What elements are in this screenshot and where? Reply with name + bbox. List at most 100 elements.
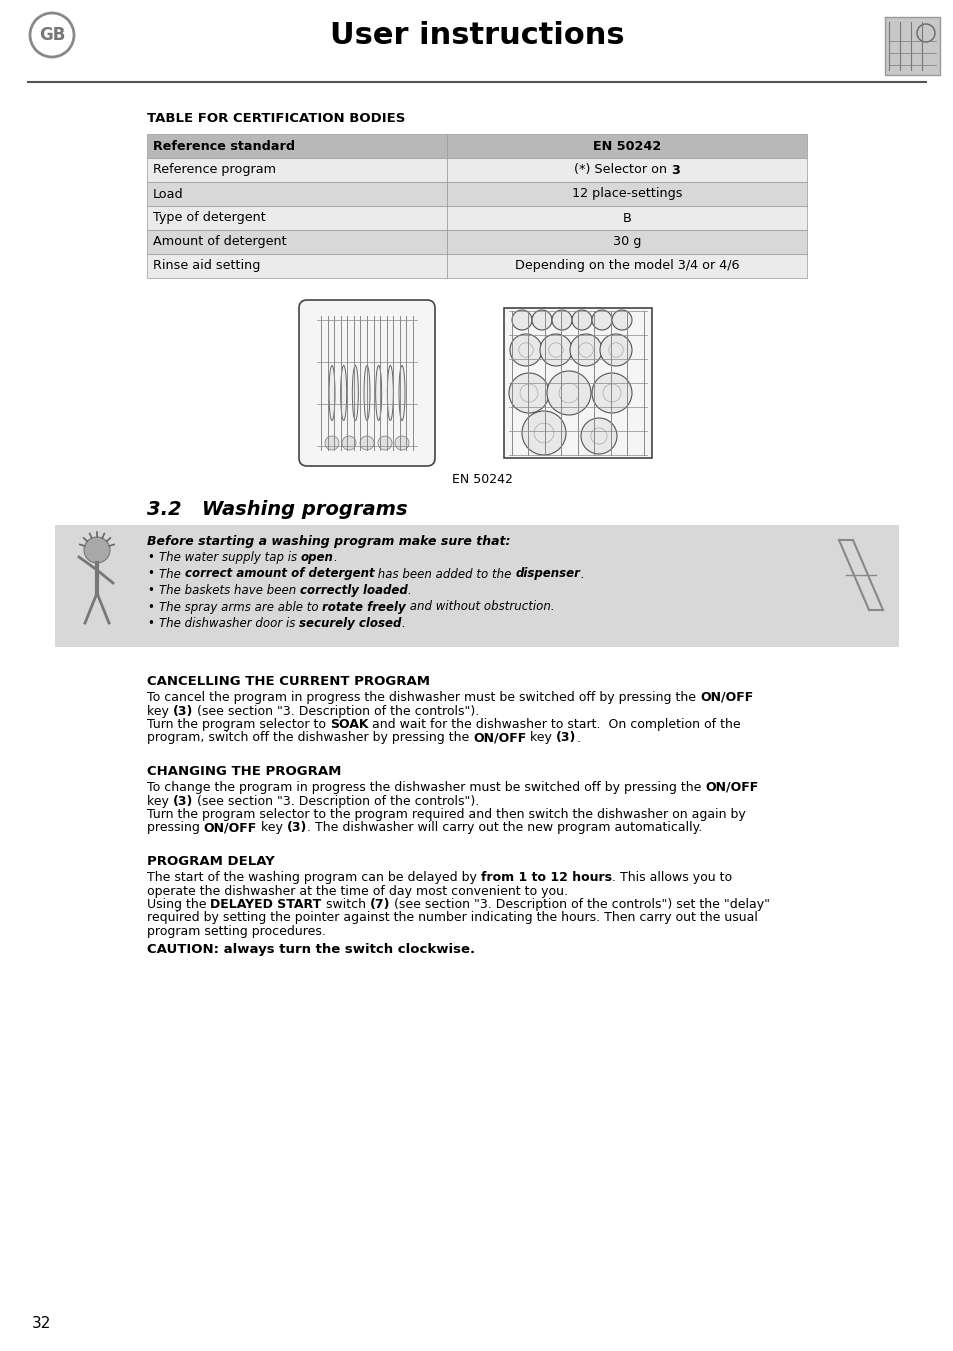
Text: TABLE FOR CERTIFICATION BODIES: TABLE FOR CERTIFICATION BODIES: [147, 112, 405, 126]
Text: Using the: Using the: [147, 898, 211, 911]
Text: GB: GB: [39, 26, 65, 45]
Circle shape: [341, 436, 355, 450]
Text: •: •: [147, 567, 153, 581]
Ellipse shape: [329, 366, 335, 420]
FancyBboxPatch shape: [147, 254, 447, 278]
FancyBboxPatch shape: [447, 230, 806, 254]
Circle shape: [592, 309, 612, 330]
Text: •: •: [147, 617, 153, 630]
Circle shape: [572, 309, 592, 330]
Circle shape: [359, 436, 374, 450]
FancyBboxPatch shape: [447, 158, 806, 182]
Text: required by setting the pointer against the number indicating the hours. Then ca: required by setting the pointer against …: [147, 912, 757, 924]
Text: (3): (3): [172, 794, 193, 808]
Text: •: •: [147, 600, 153, 613]
Text: EN 50242: EN 50242: [593, 139, 660, 153]
Circle shape: [580, 417, 617, 454]
Ellipse shape: [364, 366, 370, 420]
Text: Before starting a washing program make sure that:: Before starting a washing program make s…: [147, 535, 510, 549]
FancyBboxPatch shape: [147, 230, 447, 254]
Text: and wait for the dishwasher to start.  On completion of the: and wait for the dishwasher to start. On…: [368, 717, 740, 731]
Text: key: key: [147, 794, 172, 808]
Circle shape: [539, 334, 572, 366]
FancyBboxPatch shape: [447, 205, 806, 230]
Text: Amount of detergent: Amount of detergent: [152, 235, 286, 249]
Text: To cancel the program in progress the dishwasher must be switched off by pressin: To cancel the program in progress the di…: [147, 690, 700, 704]
Text: Reference standard: Reference standard: [152, 139, 294, 153]
Text: (*) Selector on: (*) Selector on: [574, 163, 671, 177]
Circle shape: [521, 411, 565, 455]
Circle shape: [569, 334, 601, 366]
Text: .: .: [401, 617, 405, 630]
Circle shape: [532, 309, 552, 330]
Text: .: .: [407, 584, 411, 597]
Text: switch: switch: [321, 898, 370, 911]
Text: 30 g: 30 g: [613, 235, 640, 249]
Text: Reference program: Reference program: [152, 163, 275, 177]
Circle shape: [84, 536, 110, 563]
Text: 3: 3: [671, 163, 679, 177]
Text: ON/OFF: ON/OFF: [704, 781, 758, 794]
FancyBboxPatch shape: [447, 134, 806, 158]
Text: and without obstruction.: and without obstruction.: [406, 600, 554, 613]
Text: Depending on the model 3/4 or 4/6: Depending on the model 3/4 or 4/6: [515, 259, 739, 273]
Text: Type of detergent: Type of detergent: [152, 212, 266, 224]
Text: correctly loaded: correctly loaded: [299, 584, 407, 597]
Ellipse shape: [387, 366, 393, 420]
FancyBboxPatch shape: [147, 182, 447, 205]
Ellipse shape: [340, 366, 346, 420]
Text: The baskets have been: The baskets have been: [159, 584, 299, 597]
FancyBboxPatch shape: [503, 308, 651, 458]
FancyBboxPatch shape: [884, 18, 939, 76]
FancyBboxPatch shape: [147, 134, 447, 158]
Text: 3.2   Washing programs: 3.2 Washing programs: [147, 500, 407, 519]
Text: The: The: [159, 567, 185, 581]
Text: from 1 to 12 hours: from 1 to 12 hours: [480, 871, 611, 884]
Text: CHANGING THE PROGRAM: CHANGING THE PROGRAM: [147, 765, 341, 778]
Text: (3): (3): [172, 704, 193, 717]
Text: (see section "3. Description of the controls").: (see section "3. Description of the cont…: [193, 794, 479, 808]
Text: key: key: [147, 704, 172, 717]
Text: User instructions: User instructions: [330, 20, 623, 50]
Circle shape: [612, 309, 631, 330]
Circle shape: [552, 309, 572, 330]
Text: (3): (3): [556, 731, 577, 744]
Circle shape: [510, 334, 541, 366]
Circle shape: [325, 436, 338, 450]
Text: (7): (7): [370, 898, 390, 911]
Circle shape: [599, 334, 631, 366]
Text: key: key: [526, 731, 556, 744]
Text: ON/OFF: ON/OFF: [204, 821, 257, 835]
Text: (see section "3. Description of the controls").: (see section "3. Description of the cont…: [193, 704, 479, 717]
Text: (3): (3): [287, 821, 307, 835]
Text: CAUTION: always turn the switch clockwise.: CAUTION: always turn the switch clockwis…: [147, 943, 475, 957]
Text: . This allows you to: . This allows you to: [611, 871, 731, 884]
Text: .: .: [579, 567, 583, 581]
Circle shape: [592, 373, 631, 413]
Text: Load: Load: [152, 188, 183, 200]
Text: B: B: [622, 212, 631, 224]
Text: Turn the program selector to: Turn the program selector to: [147, 717, 330, 731]
Text: CANCELLING THE CURRENT PROGRAM: CANCELLING THE CURRENT PROGRAM: [147, 676, 430, 688]
Text: PROGRAM DELAY: PROGRAM DELAY: [147, 855, 274, 867]
Circle shape: [512, 309, 532, 330]
Text: rotate freely: rotate freely: [322, 600, 406, 613]
Text: EN 50242: EN 50242: [451, 473, 512, 486]
Text: program setting procedures.: program setting procedures.: [147, 925, 326, 938]
Text: The spray arms are able to: The spray arms are able to: [159, 600, 322, 613]
Circle shape: [509, 373, 548, 413]
Text: . The dishwasher will carry out the new program automatically.: . The dishwasher will carry out the new …: [307, 821, 702, 835]
Text: •: •: [147, 584, 153, 597]
Text: .: .: [577, 731, 580, 744]
Text: The dishwasher door is: The dishwasher door is: [159, 617, 299, 630]
FancyBboxPatch shape: [55, 526, 898, 647]
Ellipse shape: [398, 366, 405, 420]
Circle shape: [395, 436, 409, 450]
Text: dispenser: dispenser: [515, 567, 579, 581]
FancyBboxPatch shape: [147, 158, 447, 182]
Text: open: open: [300, 551, 334, 563]
Text: ON/OFF: ON/OFF: [700, 690, 753, 704]
FancyBboxPatch shape: [298, 300, 435, 466]
Text: .: .: [334, 551, 337, 563]
Text: DELAYED START: DELAYED START: [211, 898, 321, 911]
